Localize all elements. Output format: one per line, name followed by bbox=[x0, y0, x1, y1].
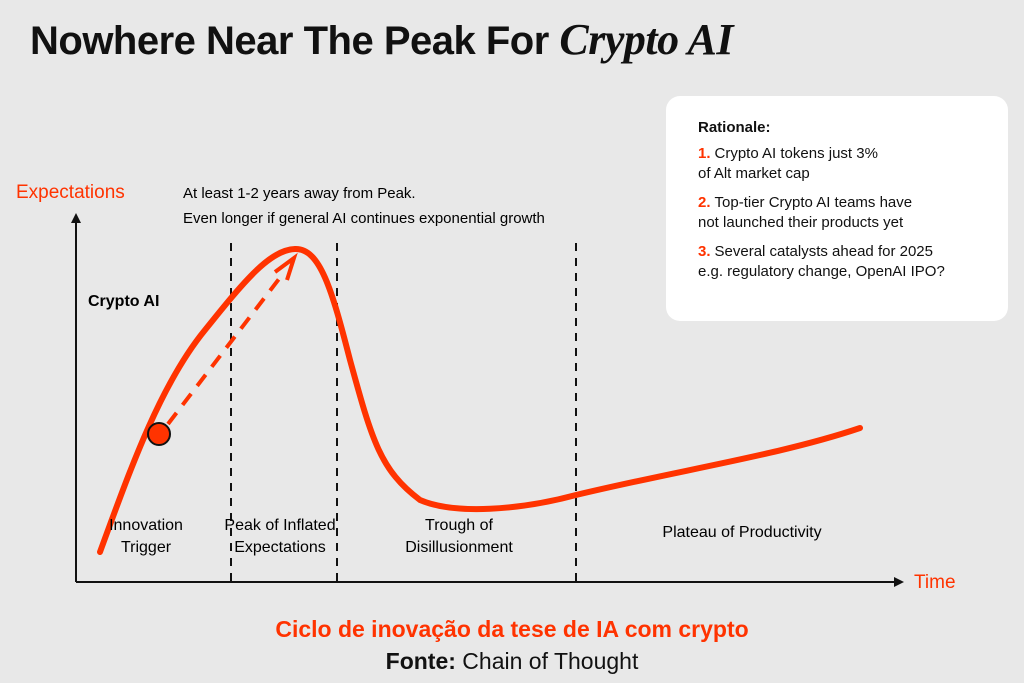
rationale-box: Rationale: 1. Crypto AI tokens just 3% of… bbox=[666, 96, 1008, 321]
annotation-line-1: At least 1-2 years away from Peak. bbox=[183, 185, 416, 202]
rationale-heading: Rationale: bbox=[698, 119, 771, 136]
rationale-item-text-2: of Alt market cap bbox=[698, 165, 810, 182]
annotation-line-2: Even longer if general AI continues expo… bbox=[183, 210, 545, 227]
rationale-item-text-2: e.g. regulatory change, OpenAI IPO? bbox=[698, 263, 945, 280]
source-value: Chain of Thought bbox=[462, 648, 639, 674]
crypto-ai-position-marker bbox=[147, 422, 171, 446]
hype-curve bbox=[97, 245, 863, 555]
y-axis-label: Expectations bbox=[16, 182, 125, 203]
rationale-item-number: 3. bbox=[698, 243, 711, 260]
phase-label-2-line-2: Expectations bbox=[234, 539, 326, 556]
rationale-item-number: 1. bbox=[698, 145, 711, 162]
title-main: Nowhere Near The Peak For bbox=[30, 19, 549, 63]
marker-label: Crypto AI bbox=[88, 293, 159, 310]
phase-label-1-line-2: Trigger bbox=[121, 539, 172, 556]
rationale-item: 2. Top-tier Crypto AI teams have not laun… bbox=[698, 193, 988, 233]
phase-label-2-line-1: Peak of Inflated bbox=[224, 517, 335, 534]
phase-label-3-line-1: Trough of bbox=[425, 517, 493, 534]
phase-label-1-line-1: Innovation bbox=[109, 517, 183, 534]
rationale-item-text-1: Several catalysts ahead for 2025 bbox=[714, 243, 933, 260]
source-line: Fonte: Chain of Thought bbox=[0, 648, 1024, 675]
trajectory-arrow bbox=[166, 273, 284, 426]
rationale-item: 3. Several catalysts ahead for 2025 e.g. … bbox=[698, 242, 988, 282]
rationale-item-text-2: not launched their products yet bbox=[698, 214, 904, 231]
source-label: Fonte: bbox=[385, 648, 456, 674]
rationale-item-text-1: Crypto AI tokens just 3% bbox=[714, 145, 878, 162]
caption: Ciclo de inovação da tese de IA com cryp… bbox=[275, 616, 749, 642]
x-axis-label: Time bbox=[914, 572, 956, 593]
rationale-item-text-1: Top-tier Crypto AI teams have bbox=[714, 194, 913, 211]
phase-label-4-line-1: Plateau of Productivity bbox=[662, 524, 821, 541]
hype-cycle-chart: Expectations Time At least 1-2 years awa… bbox=[16, 182, 956, 593]
title-emphasis: Crypto AI bbox=[559, 15, 733, 64]
chart-title: Nowhere Near The Peak For Crypto AI bbox=[30, 14, 733, 65]
phase-label-3-line-2: Disillusionment bbox=[405, 539, 513, 556]
trajectory-arrow-head bbox=[273, 252, 298, 281]
rationale-item-number: 2. bbox=[698, 194, 711, 211]
rationale-item: 1. Crypto AI tokens just 3% of Alt market… bbox=[698, 144, 988, 184]
